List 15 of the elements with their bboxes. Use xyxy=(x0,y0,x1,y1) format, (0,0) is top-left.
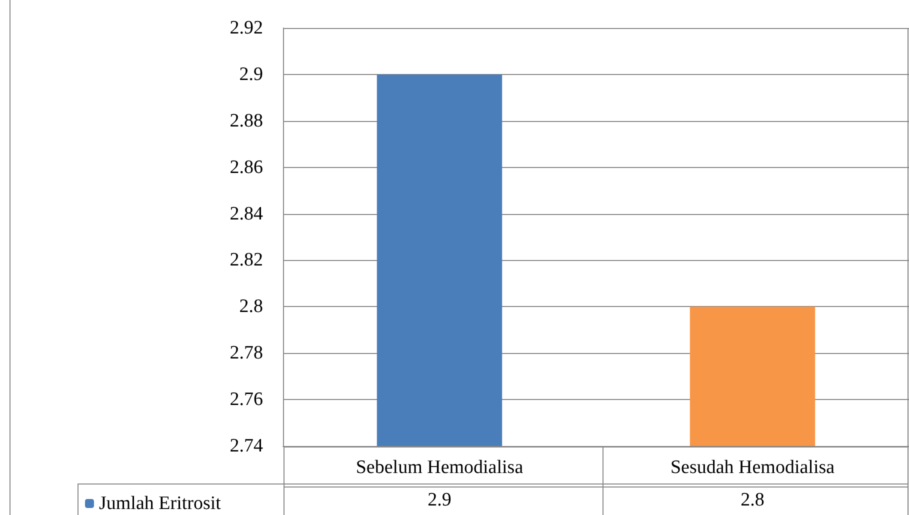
y-tick-label: 2.86 xyxy=(230,156,263,178)
y-tick-label: 2.76 xyxy=(230,389,263,410)
y-tick-label: 2.92 xyxy=(230,18,263,38)
x-tick-label: Sesudah Hemodialisa xyxy=(670,457,836,478)
data-label: 2.8 xyxy=(740,490,764,510)
y-tick-label: 2.82 xyxy=(230,250,263,271)
legend-label: Jumlah Eritrosit xyxy=(99,493,222,514)
y-tick-label: 2.9 xyxy=(239,64,263,85)
y-tick-label: 2.88 xyxy=(230,110,263,132)
data-label: 2.9 xyxy=(428,490,452,510)
y-tick-label: 2.84 xyxy=(230,203,264,224)
y-tick-label: 2.78 xyxy=(230,342,263,364)
x-tick-label: Sebelum Hemodialisa xyxy=(356,457,524,478)
y-tick-label: 2.74 xyxy=(230,436,264,456)
y-tick-label: 2.8 xyxy=(239,296,263,318)
